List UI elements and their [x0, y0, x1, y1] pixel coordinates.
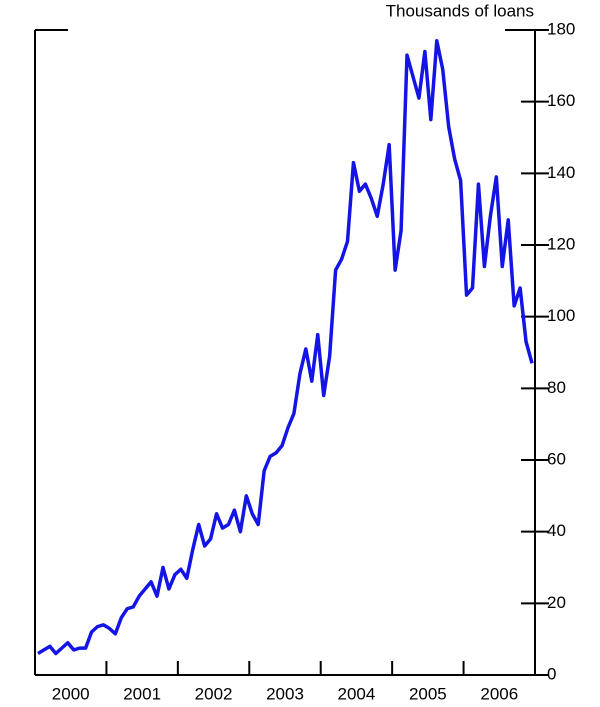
y-tick-label: 40 — [547, 521, 566, 540]
x-tick-label: 2003 — [266, 684, 304, 703]
y-tick-label: 120 — [547, 234, 575, 253]
y-axis-label: Thousands of loans — [386, 1, 534, 20]
x-tick-label: 2005 — [409, 684, 447, 703]
x-tick-label: 2000 — [52, 684, 90, 703]
x-tick-label: 2006 — [480, 684, 518, 703]
x-tick-label: 2004 — [338, 684, 376, 703]
data-line — [37, 39, 534, 656]
x-tick-label: 2001 — [123, 684, 161, 703]
y-tick-label: 60 — [547, 449, 566, 468]
y-tick-label: 100 — [547, 306, 575, 325]
y-tick-label: 160 — [547, 91, 575, 110]
y-tick-label: 180 — [547, 19, 575, 38]
x-tick-label: 2002 — [195, 684, 233, 703]
y-tick-label: 80 — [547, 378, 566, 397]
y-tick-label: 20 — [547, 593, 566, 612]
y-tick-label: 140 — [547, 163, 575, 182]
y-tick-label: 0 — [547, 664, 556, 683]
